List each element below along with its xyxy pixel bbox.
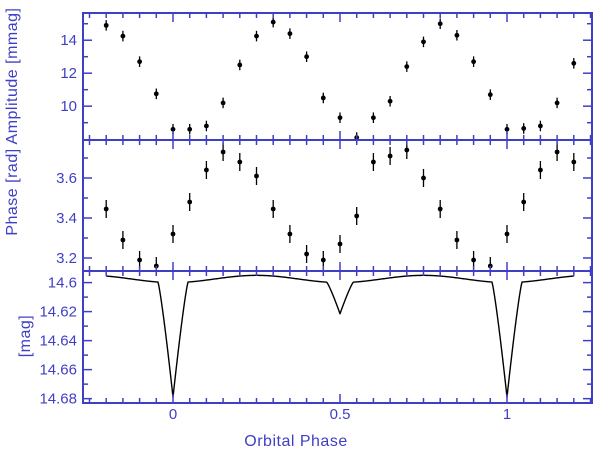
data-point (320, 257, 326, 263)
data-point (471, 257, 476, 263)
y-tick-label: 14.6 (48, 275, 77, 292)
x-tick-label: 0 (169, 406, 177, 423)
data-point (220, 149, 226, 155)
data-point (237, 62, 243, 68)
data-point (204, 123, 209, 129)
data-point (137, 59, 143, 65)
data-point (437, 21, 443, 27)
data-point (204, 167, 209, 173)
y-tick-label: 10 (60, 98, 77, 115)
y-tick-label: 14.68 (39, 391, 77, 408)
data-point (337, 241, 343, 247)
light-curve-path (106, 274, 574, 398)
data-point (421, 39, 426, 45)
y-tick-label: 3.4 (56, 210, 77, 227)
data-point (504, 126, 510, 132)
y-tick-label: 3.6 (56, 170, 77, 187)
data-point (571, 60, 577, 66)
y-tick-label: 14.64 (39, 333, 77, 350)
data-point (170, 231, 176, 237)
data-point (487, 92, 493, 98)
data-point (187, 126, 193, 132)
data-point (387, 153, 393, 159)
data-point (454, 32, 460, 38)
data-point (237, 159, 243, 165)
pulsation-phase-vs-orbital-phase-series (103, 141, 577, 275)
data-point (504, 231, 510, 237)
y-tick-label: 14.62 (39, 304, 77, 321)
data-point (354, 213, 360, 219)
y-tick-label: 14 (60, 32, 77, 49)
data-point (437, 206, 443, 212)
x-tick-label: 0.5 (330, 406, 351, 423)
data-point (320, 95, 326, 101)
data-point (421, 175, 426, 181)
data-point (254, 33, 259, 39)
data-point (304, 54, 309, 60)
y-tick-label: 3.2 (56, 250, 77, 267)
tick-labels: 0 0.5 1 10 12 14 3.2 3.4 3.6 14.6 14.62 14.64 14.66 1… (39, 32, 511, 423)
data-point (538, 167, 543, 173)
data-point (103, 206, 109, 212)
data-point (471, 59, 476, 65)
data-point (521, 199, 527, 205)
data-point (538, 123, 543, 129)
axis-ticks (83, 13, 592, 403)
data-point (254, 173, 259, 179)
data-point (220, 100, 226, 106)
data-point (387, 98, 393, 104)
data-point (137, 257, 143, 263)
data-point (571, 159, 577, 165)
data-point (170, 126, 176, 132)
data-point (120, 33, 126, 39)
data-point (287, 231, 293, 237)
data-point (404, 147, 410, 153)
data-point (270, 19, 276, 25)
data-point (103, 22, 109, 28)
data-point (270, 206, 276, 212)
data-point (521, 126, 527, 131)
y-tick-label: 14.66 (39, 362, 77, 379)
data-point (371, 159, 376, 165)
data-point (554, 149, 560, 155)
pulsation-amplitude-vs-orbital-phase-series (103, 16, 577, 143)
frame-rect (82, 12, 593, 404)
data-point (554, 100, 560, 106)
data-point (371, 115, 376, 121)
data-point (404, 64, 410, 70)
data-point (337, 115, 343, 121)
data-point (153, 91, 159, 97)
x-tick-label: 1 (503, 406, 511, 423)
data-point (120, 237, 126, 243)
data-point (304, 251, 309, 257)
data-point (187, 199, 193, 205)
data-point (454, 237, 460, 243)
y-tick-label: 12 (60, 65, 77, 82)
data-point (287, 31, 293, 37)
